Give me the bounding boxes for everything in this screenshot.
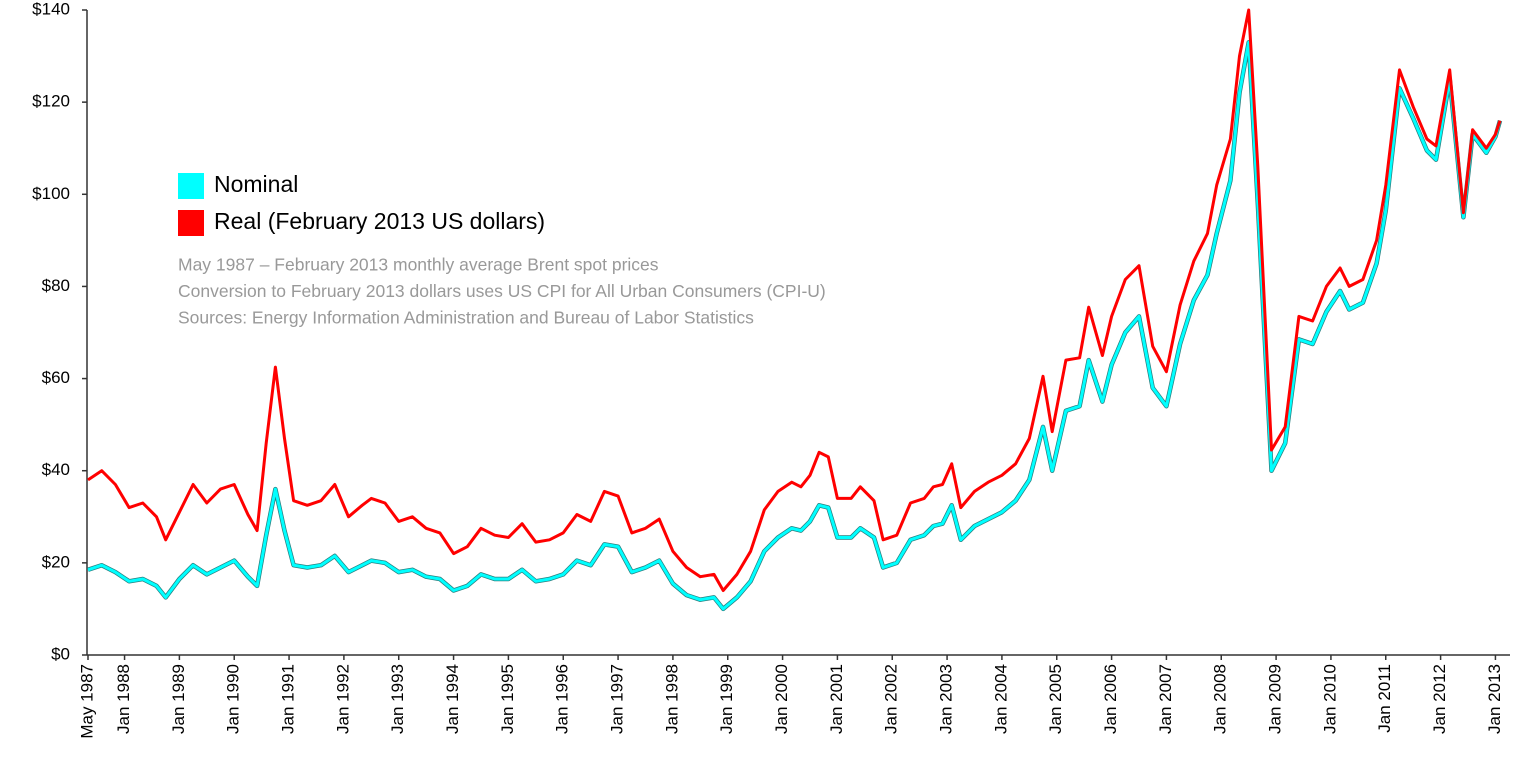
x-tick-label: Jan 1996 [553,664,572,734]
x-tick-label: Jan 2005 [1046,664,1065,734]
y-tick-label: $100 [32,184,70,203]
y-tick-label: $120 [32,92,70,111]
legend-label: Real (February 2013 US dollars) [214,208,545,234]
y-tick-label: $40 [42,460,70,479]
y-tick-label: $140 [32,0,70,18]
x-tick-label: Jan 2001 [827,664,846,734]
y-tick-label: $60 [42,368,70,387]
x-tick-label: Jan 2006 [1101,664,1120,734]
x-tick-label: Jan 1994 [443,664,462,734]
x-tick-label: Jan 1991 [279,664,298,734]
x-tick-label: Jan 2000 [772,664,791,734]
x-tick-label: Jan 2007 [1156,664,1175,734]
legend-label: Nominal [214,171,298,197]
y-tick-label: $0 [51,644,70,663]
x-tick-label: Jan 2003 [937,664,956,734]
note: Sources: Energy Information Administrati… [178,308,754,328]
x-tick-label: Jan 1998 [662,664,681,734]
legend-swatch [178,210,204,236]
x-tick-label: Jan 1999 [717,664,736,734]
series-line [87,40,1502,611]
note: May 1987 – February 2013 monthly average… [178,255,659,275]
x-tick-label: Jan 1997 [608,664,627,734]
x-tick-label: Jan 1993 [388,664,407,734]
x-tick-label: Jan 2008 [1211,664,1230,734]
x-tick-label: Jan 1988 [114,664,133,734]
x-tick-label: Jan 1990 [224,664,243,734]
x-tick-label: Jan 1989 [169,664,188,734]
x-tick-label: Jan 1992 [333,664,352,734]
x-tick-label: Jan 2004 [991,664,1010,734]
x-tick-label: Jan 2009 [1266,664,1285,734]
note: Conversion to February 2013 dollars uses… [178,281,826,301]
x-tick-label: Jan 2011 [1375,664,1394,733]
legend-swatch [178,173,204,199]
x-tick-label: May 1987 [77,664,96,739]
x-tick-label: Jan 2010 [1320,664,1339,734]
x-tick-label: Jan 2012 [1430,664,1449,734]
x-tick-label: Jan 1995 [498,664,517,734]
y-tick-label: $80 [42,276,70,295]
x-tick-label: Jan 2002 [882,664,901,734]
series-line [87,8,1502,592]
x-tick-label: Jan 2013 [1485,664,1504,734]
y-tick-label: $20 [42,552,70,571]
